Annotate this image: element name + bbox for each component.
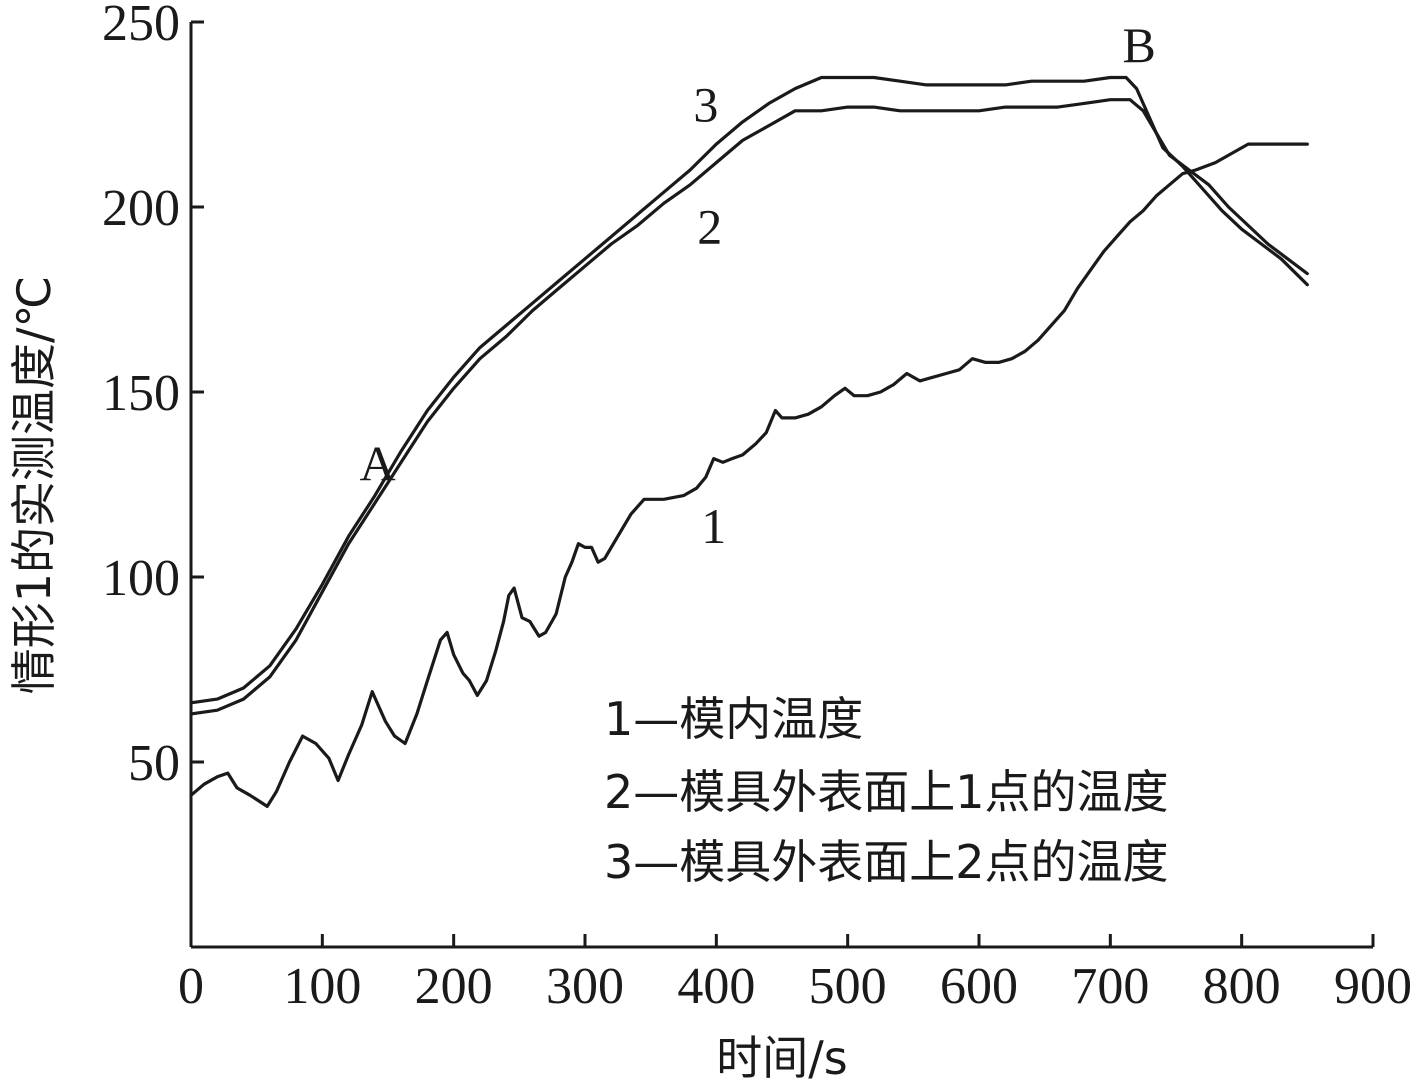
y-tick-label-200: 200: [102, 180, 180, 237]
x-tick-label-200: 200: [415, 958, 493, 1015]
x-tick-label-600: 600: [940, 958, 1018, 1015]
y-ticks: 50 100 150 200 250: [102, 0, 204, 792]
annotation-3: 3: [693, 76, 718, 132]
x-tick-label-400: 400: [677, 958, 755, 1015]
series-layer: [189, 75, 1309, 808]
x-tick-label-500: 500: [809, 958, 887, 1015]
x-tick-label-0: 0: [178, 958, 204, 1015]
annotation-A: A: [359, 435, 395, 491]
y-tick-label-250: 250: [102, 0, 180, 52]
x-axis-title: 时间/s: [716, 1031, 847, 1083]
legend-entry-3: 3—模具外表面上2点的温度: [604, 835, 1169, 889]
legend-entry-2: 2—模具外表面上1点的温度: [604, 765, 1169, 819]
annotation-1: 1: [701, 498, 726, 554]
axes: [189, 22, 1373, 949]
x-tick-label-100: 100: [283, 958, 361, 1015]
x-tick-label-900: 900: [1334, 958, 1412, 1015]
annotation-B: B: [1123, 17, 1156, 73]
series-line-3: [189, 75, 1309, 705]
y-tick-label-150: 150: [102, 365, 180, 422]
series-line-1: [189, 142, 1309, 808]
x-ticks: 0 100 200 300 400 500 600 700 800 900: [178, 934, 1412, 1015]
y-tick-label-100: 100: [102, 550, 180, 607]
y-tick-label-50: 50: [128, 735, 180, 792]
x-tick-label-300: 300: [546, 958, 624, 1015]
series-line-2: [189, 98, 1309, 716]
x-tick-label-700: 700: [1071, 958, 1149, 1015]
x-tick-label-800: 800: [1203, 958, 1281, 1015]
annotation-layer: A B 1 2 3: [359, 17, 1155, 554]
legend-entry-1: 1—模内温度: [604, 692, 863, 746]
legend: 1—模内温度 2—模具外表面上1点的温度 3—模具外表面上2点的温度: [604, 692, 1169, 889]
y-axis-title: 情形1的实测温度/℃: [7, 276, 61, 694]
annotation-2: 2: [697, 199, 722, 255]
